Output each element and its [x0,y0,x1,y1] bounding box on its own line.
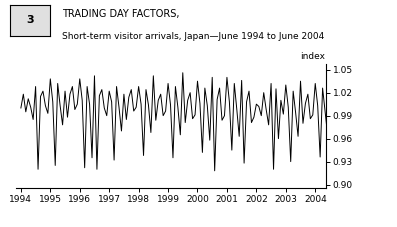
Text: TRADING DAY FACTORS,: TRADING DAY FACTORS, [62,9,179,19]
Text: Short-term visitor arrivals, Japan—June 1994 to June 2004: Short-term visitor arrivals, Japan—June … [62,32,324,41]
Text: index: index [301,52,326,61]
Text: 3: 3 [26,15,34,25]
